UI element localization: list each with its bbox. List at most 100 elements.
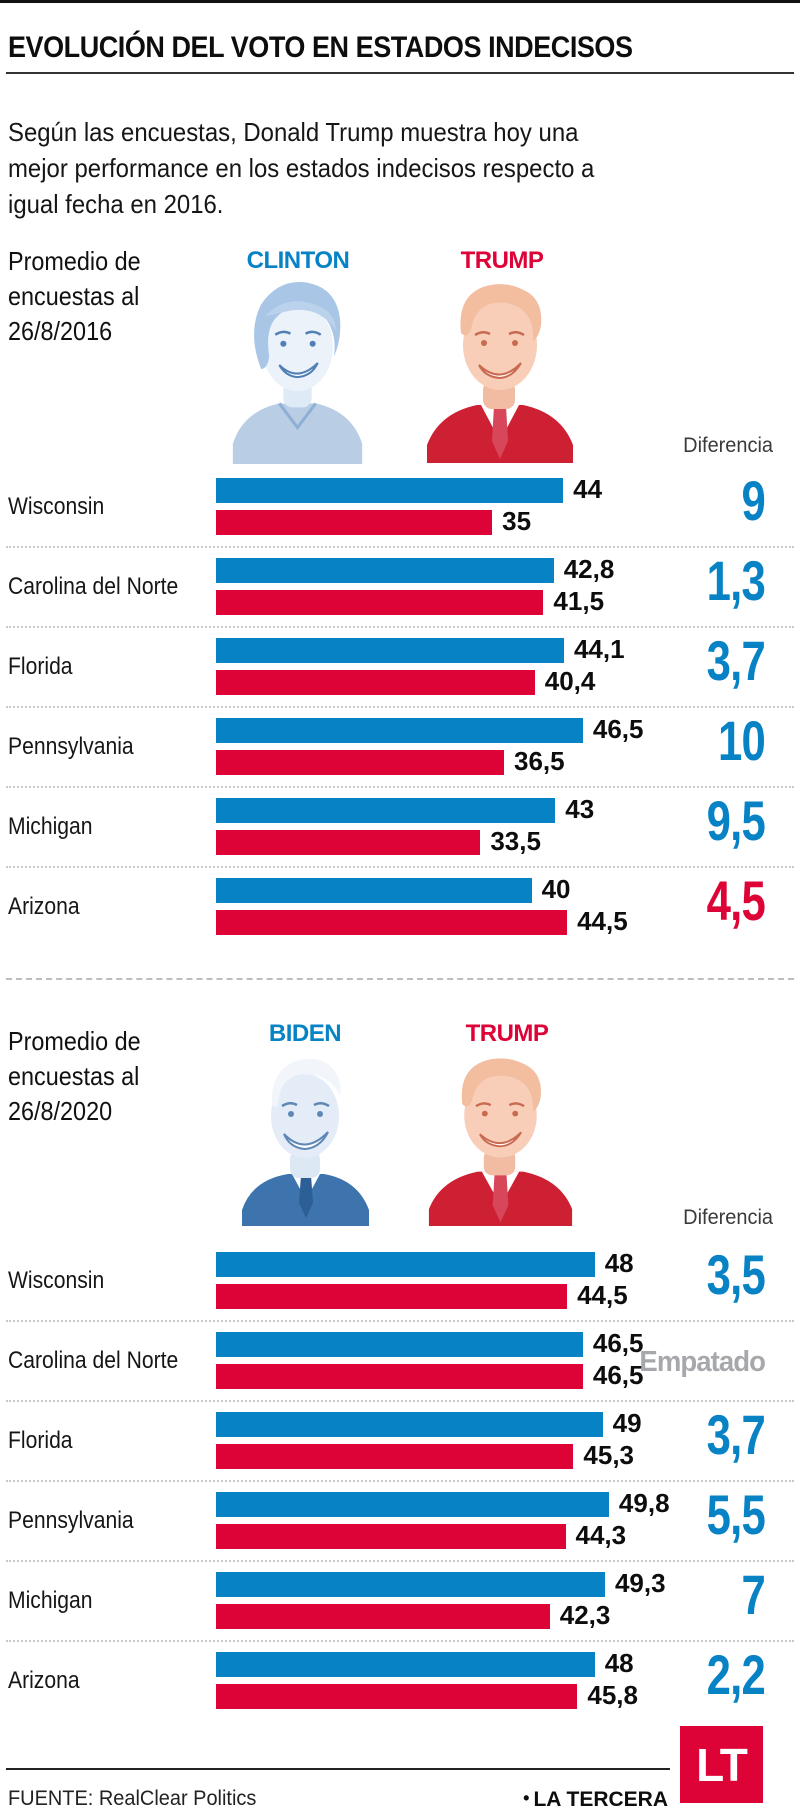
poll-bar-trump <box>216 1604 550 1629</box>
poll-bar-biden <box>216 1332 583 1357</box>
poll-value: 40 <box>541 874 571 904</box>
poll-value: 42,3 <box>559 1600 611 1630</box>
diff-value: 1,3 <box>706 549 766 612</box>
top-rule <box>0 0 800 3</box>
candidate-label-biden: BIDEN <box>268 1020 342 1047</box>
row-separator <box>6 1400 794 1402</box>
section-divider <box>6 978 794 980</box>
poll-bar-biden <box>216 1252 595 1277</box>
poll-value: 49,3 <box>614 1568 666 1598</box>
state-label: Arizona <box>8 892 80 920</box>
state-label: Pennsylvania <box>8 1506 134 1534</box>
poll-bar-clinton <box>216 638 564 663</box>
poll-value: 40,4 <box>544 666 596 696</box>
poll-bar-trump <box>216 510 493 535</box>
row-separator <box>6 1320 794 1322</box>
poll-bar-trump <box>216 830 481 855</box>
poll-value: 44 <box>573 474 603 504</box>
poll-value: 44,5 <box>577 906 628 936</box>
poll-bar-biden <box>216 1492 609 1517</box>
poll-bar-biden <box>216 1572 605 1597</box>
state-label: Florida <box>8 1426 73 1454</box>
trump-portrait-2020 <box>428 1058 573 1226</box>
title-divider <box>6 72 794 74</box>
brand-name: • LA TERCERA <box>523 1788 668 1811</box>
state-label: Wisconsin <box>8 1266 105 1294</box>
poll-bar-clinton <box>216 798 556 823</box>
row-separator <box>6 626 794 628</box>
poll-value: 41,5 <box>553 586 605 616</box>
poll-bar-trump <box>216 1524 566 1549</box>
period-label-2020: Promedio de encuestas al 26/8/2020 <box>8 1026 141 1126</box>
source-note: FUENTE: RealClear Politics <box>8 1787 257 1810</box>
poll-bar-trump <box>216 1284 568 1309</box>
row-separator <box>6 866 794 868</box>
state-label: Arizona <box>8 1666 80 1694</box>
poll-value: 36,5 <box>513 746 565 776</box>
diff-value: 3,7 <box>706 629 766 692</box>
diff-header-2020: Diferencia <box>683 1206 773 1229</box>
poll-bar-trump <box>216 670 535 695</box>
state-label: Carolina del Norte <box>8 1346 179 1374</box>
poll-value: 45,8 <box>587 1680 638 1710</box>
diff-header-2016: Diferencia <box>683 434 773 457</box>
poll-bar-trump <box>216 1444 574 1469</box>
lt-logo: LT <box>680 1726 763 1803</box>
poll-value: 46,5 <box>592 714 644 744</box>
page-title: EVOLUCIÓN DEL VOTO EN ESTADOS INDECISOS <box>8 31 633 65</box>
poll-bar-clinton <box>216 558 554 583</box>
state-label: Michigan <box>8 812 93 840</box>
poll-value: 46,5 <box>592 1360 644 1390</box>
candidate-label-clinton: CLINTON <box>246 247 350 274</box>
lt-logo-text: LT <box>696 1738 748 1791</box>
diff-value: 5,5 <box>706 1483 766 1546</box>
poll-value: 45,3 <box>583 1440 635 1470</box>
row-separator <box>6 546 794 548</box>
row-separator <box>6 1560 794 1562</box>
candidate-label-trump-2016: TRUMP <box>460 247 544 274</box>
poll-bar-trump <box>216 1364 583 1389</box>
row-separator <box>6 786 794 788</box>
diff-value: 9 <box>741 469 765 532</box>
poll-bar-trump <box>216 1684 578 1709</box>
intro-text: Según las encuestas, Donald Trump muestr… <box>8 117 595 219</box>
state-label: Wisconsin <box>8 492 105 520</box>
poll-bar-trump <box>216 910 568 935</box>
state-label: Florida <box>8 652 73 680</box>
diff-value: 7 <box>741 1563 765 1626</box>
poll-value: 44,3 <box>575 1520 627 1550</box>
diff-value: 3,5 <box>706 1243 766 1306</box>
poll-bar-trump <box>216 590 544 615</box>
poll-value: 42,8 <box>563 554 615 584</box>
brand-bullet-icon: • <box>523 1788 530 1808</box>
poll-bar-clinton <box>216 878 532 903</box>
poll-value: 49 <box>612 1408 642 1438</box>
poll-value: 44,1 <box>573 634 625 664</box>
diff-value: 9,5 <box>706 789 766 852</box>
poll-bar-clinton <box>216 478 564 503</box>
diff-value: 3,7 <box>706 1403 766 1466</box>
poll-bar-clinton <box>216 718 583 743</box>
diff-value: 2,2 <box>706 1643 766 1706</box>
period-label-2016: Promedio de encuestas al 26/8/2016 <box>8 246 141 346</box>
candidate-label-trump-2020: TRUMP <box>465 1020 549 1047</box>
poll-value: 43 <box>565 794 595 824</box>
trump-portrait-2016 <box>427 284 573 463</box>
row-separator <box>6 1480 794 1482</box>
poll-bar-biden <box>216 1412 603 1437</box>
biden-portrait <box>242 1058 369 1226</box>
row-separator <box>6 1640 794 1642</box>
poll-bar-biden <box>216 1652 595 1677</box>
diff-value: 4,5 <box>706 869 766 932</box>
poll-value: 33,5 <box>490 826 541 856</box>
state-label: Pennsylvania <box>8 732 134 760</box>
poll-value: 35 <box>502 506 532 536</box>
poll-value: 48 <box>604 1648 634 1678</box>
state-label: Carolina del Norte <box>8 572 179 600</box>
poll-value: 48 <box>604 1248 634 1278</box>
poll-bar-trump <box>216 750 504 775</box>
poll-value: 44,5 <box>577 1280 628 1310</box>
clinton-portrait <box>232 281 363 464</box>
footer-divider <box>6 1768 670 1770</box>
